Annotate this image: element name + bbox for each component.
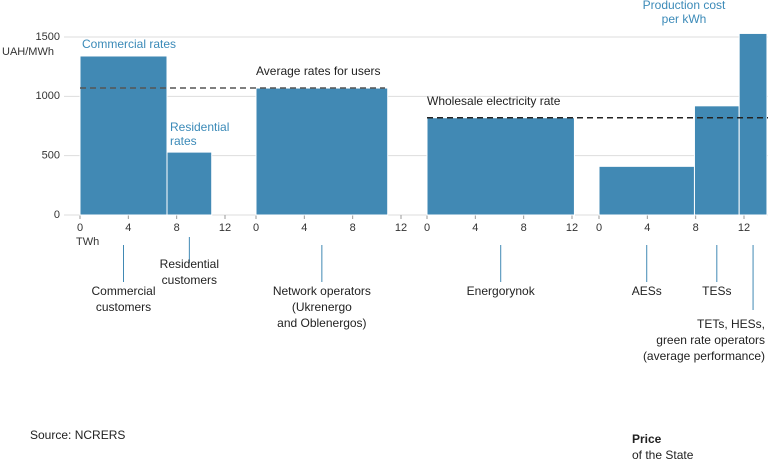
bar-label: Residential (160, 257, 219, 271)
bar-label: customers (96, 300, 151, 314)
y-axis-label: UAH/MWh (2, 46, 54, 58)
x-tick-label: 4 (125, 222, 131, 234)
x-tick-label: 8 (174, 222, 180, 234)
bar-label: green rate operators (656, 333, 765, 347)
x-tick-label: 12 (219, 222, 231, 234)
x-tick-label: 0 (424, 222, 430, 234)
x-tick-label: 8 (521, 222, 527, 234)
bar (598, 165, 695, 216)
bar-label: Network operators (273, 284, 371, 298)
logo: of the State (632, 448, 694, 462)
x-axis-label: TWh (76, 236, 99, 248)
reference-label: Wholesale electricity rate (427, 94, 561, 108)
x-tick-label: 12 (738, 222, 750, 234)
annotation: Commercial rates (82, 37, 176, 51)
bar-label: AESs (632, 284, 662, 298)
annotation: rates (170, 134, 197, 148)
logo: Price (632, 432, 662, 446)
bar (738, 32, 768, 216)
reference-label: Average rates for users (256, 64, 381, 78)
annotation: Residential (170, 120, 229, 134)
x-tick-label: 12 (395, 222, 407, 234)
x-tick-label: 0 (596, 222, 602, 234)
y-tick-label: 500 (42, 150, 60, 162)
y-tick-label: 1000 (36, 90, 60, 102)
bar (693, 105, 740, 216)
bar-label: (average performance) (643, 349, 765, 363)
annotation: per kWh (662, 12, 707, 26)
bar (255, 87, 389, 216)
annotation: Production cost (643, 0, 726, 12)
bar-label: and Oblenergos) (277, 316, 366, 330)
x-tick-label: 12 (566, 222, 578, 234)
x-tick-label: 0 (77, 222, 83, 234)
x-tick-label: 8 (693, 222, 699, 234)
bar-label: Energorynok (467, 284, 536, 298)
bar-label: TESs (702, 284, 731, 298)
source: Source: NCRERS (30, 428, 125, 442)
y-tick-label: 0 (54, 209, 60, 221)
x-tick-label: 4 (472, 222, 478, 234)
bar-label: TETs, HESs, (697, 317, 765, 331)
x-tick-label: 8 (350, 222, 356, 234)
bar-label: customers (162, 273, 217, 287)
x-tick-label: 4 (644, 222, 650, 234)
bar-label: Commercial (91, 284, 155, 298)
bar-label: (Ukrenergo (292, 300, 352, 314)
bar (166, 151, 213, 216)
x-tick-label: 4 (301, 222, 307, 234)
bar (426, 117, 575, 216)
x-tick-label: 0 (253, 222, 259, 234)
y-tick-label: 1500 (36, 31, 60, 43)
bar (79, 55, 168, 216)
